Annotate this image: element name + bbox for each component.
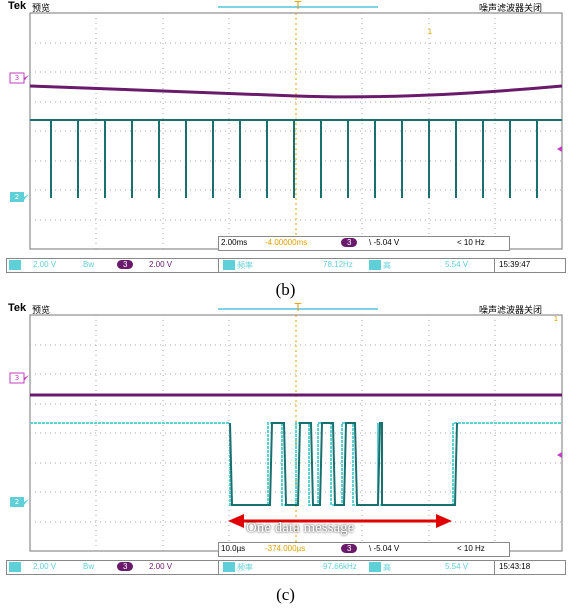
measurement-box[interactable]: 频率 97.66kHz 高 5.54 V — [218, 560, 496, 575]
top-status-bar: Tek 预览 T 噪声滤波器关闭 — [6, 0, 566, 14]
ch3-scale: 2.00 V — [149, 562, 173, 571]
trigger-frequency: < 10 Hz — [457, 238, 485, 247]
ch1-ground-marker — [10, 192, 24, 202]
measurement-box[interactable]: 频率 78.12Hz 高 5.54 V — [218, 258, 496, 273]
clock: 15:39:47 — [499, 260, 531, 269]
measure-1-label: 频率 — [237, 563, 253, 572]
trigger-level: \ -5.04 V — [369, 544, 400, 553]
waveform-display[interactable] — [6, 0, 566, 260]
ch1-icon — [9, 562, 21, 572]
clock: 15:43:18 — [499, 562, 531, 571]
record-view-bar — [218, 308, 378, 310]
ch2-data-trace — [229, 422, 458, 506]
acquisition-mode: 预览 — [32, 306, 51, 316]
measure-2-label: 高 — [383, 261, 391, 270]
oscilloscope-panel-c: Tek 预览 T 噪声滤波器关闭 — [6, 302, 566, 578]
bandwidth-limit: Bw — [83, 260, 95, 269]
cursor-marker: 1 — [427, 28, 433, 36]
ch3-marker-label: 3 — [14, 74, 20, 82]
ch3-marker-label: 3 — [14, 374, 20, 382]
trigger-offset: -374.000µs — [265, 544, 306, 553]
data-message-label: One data message — [246, 520, 355, 536]
measure-1-value: 97.66kHz — [323, 562, 357, 571]
ch3-trace — [29, 84, 563, 99]
channel-row: 2.00 V Bw 3 2.00 V 频率 97.66kHz 高 5.54 V … — [6, 560, 566, 576]
timebase-row: 10.0µs -374.000µs 3 \ -5.04 V < 10 Hz — [6, 542, 566, 558]
trigger-source-icon: 3 — [341, 544, 358, 553]
ch1-data-trace — [30, 422, 562, 506]
ch1-ground-marker — [10, 497, 24, 507]
measure-2-label: 高 — [383, 563, 391, 572]
ch3-scale: 2.00 V — [149, 260, 173, 269]
waveform-display[interactable] — [6, 302, 566, 562]
bandwidth-limit: Bw — [83, 562, 95, 571]
caption-c: (c) — [276, 585, 295, 604]
ch3-icon: 3 — [117, 562, 134, 571]
ch3-icon: 3 — [117, 260, 134, 269]
caption-b: (b) — [275, 280, 296, 299]
brand-logo: Tek — [8, 0, 27, 12]
measure-1-value: 78.12Hz — [323, 260, 353, 269]
trigger-offset: -4.00000ms — [265, 238, 308, 247]
channel-row: 2.00 V Bw 3 2.00 V 频率 78.12Hz 高 5.54 V 1… — [6, 258, 566, 274]
timebase-row: 2.00ms -4.00000ms 3 \ -5.04 V < 10 Hz — [6, 236, 566, 252]
channel-settings-box[interactable]: 2.00 V Bw 3 2.00 V — [6, 258, 220, 273]
noise-filter-status: 噪声滤波器关闭 — [478, 306, 542, 316]
oscilloscope-panel-b: Tek 预览 T 噪声滤波器关闭 — [6, 0, 566, 276]
measure-2-value: 5.54 V — [445, 260, 469, 269]
trigger-level-marker — [557, 452, 562, 458]
trigger-position-icon[interactable]: T — [294, 0, 302, 12]
timebase-box[interactable]: 10.0µs -374.000µs 3 \ -5.04 V < 10 Hz — [218, 542, 510, 557]
trigger-frequency: < 10 Hz — [457, 544, 485, 553]
ch2-pulse-train — [30, 119, 562, 198]
brand-logo: Tek — [8, 302, 27, 314]
record-view-bar — [218, 6, 378, 8]
trigger-position-icon[interactable]: T — [294, 301, 302, 314]
trigger-level-marker — [557, 146, 562, 152]
ch1-scale: 2.00 V — [33, 562, 57, 571]
noise-filter-status: 噪声滤波器关闭 — [478, 4, 542, 14]
ch1-scale: 2.00 V — [33, 260, 57, 269]
top-status-bar: Tek 预览 T 噪声滤波器关闭 — [6, 301, 566, 317]
ch2-marker-label: 2 — [14, 498, 20, 506]
ch1-icon — [9, 260, 21, 270]
trigger-source-icon: 3 — [341, 238, 358, 247]
measure-2-value: 5.54 V — [445, 562, 469, 571]
channel-settings-box[interactable]: 2.00 V Bw 3 2.00 V — [6, 560, 220, 575]
clock-box: 15:43:18 — [494, 560, 566, 575]
data-message-arrow — [228, 514, 452, 528]
acquisition-mode: 预览 — [32, 4, 51, 14]
ch2-marker-label: 2 — [14, 193, 20, 201]
clock-box: 15:39:47 — [494, 258, 566, 273]
timebase-value: 10.0µs — [221, 544, 246, 553]
measure-1-label: 频率 — [237, 261, 253, 270]
timebase-box[interactable]: 2.00ms -4.00000ms 3 \ -5.04 V < 10 Hz — [218, 236, 510, 251]
cursor-marker: 1 — [553, 315, 559, 323]
trigger-level: \ -5.04 V — [369, 238, 400, 247]
timebase-value: 2.00ms — [221, 238, 248, 247]
